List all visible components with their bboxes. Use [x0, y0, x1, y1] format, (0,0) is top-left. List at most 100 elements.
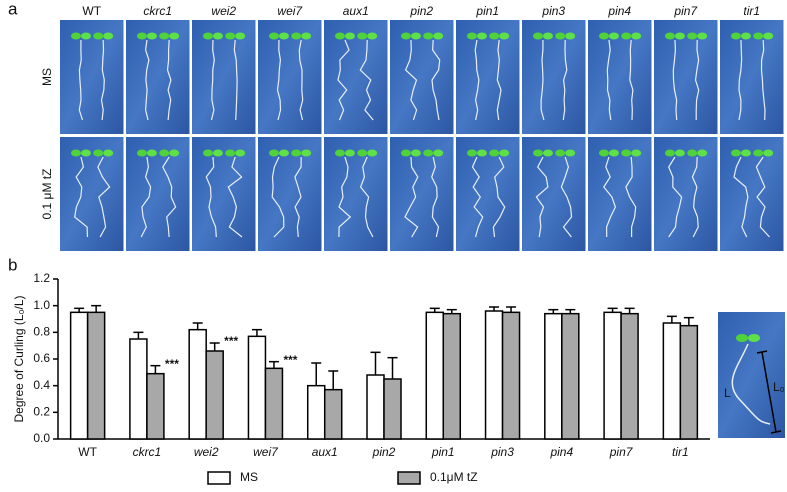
- bar: [383, 378, 402, 440]
- bar: [146, 372, 165, 440]
- cotyledon: [80, 149, 91, 157]
- column-label: WT: [82, 4, 101, 18]
- cotyledon: [278, 32, 289, 40]
- cotyledon: [103, 32, 114, 40]
- photo: [60, 137, 124, 251]
- column-label: tir1: [743, 4, 760, 18]
- cotyledon: [697, 149, 708, 157]
- cotyledon: [608, 149, 619, 157]
- bar: [501, 311, 521, 440]
- error-bar: [311, 362, 322, 386]
- cotyledon: [674, 32, 685, 40]
- y-tick-label: 1.2: [33, 271, 50, 285]
- bar: [69, 311, 89, 440]
- root: [738, 39, 743, 121]
- root: [100, 39, 105, 121]
- photo: [720, 20, 784, 134]
- root: [404, 156, 419, 238]
- bar: [544, 312, 563, 440]
- cotyledon: [466, 32, 477, 40]
- photo: [456, 137, 520, 251]
- root: [668, 156, 683, 238]
- root: [140, 156, 152, 238]
- root: [731, 343, 771, 425]
- root: [760, 39, 766, 121]
- root: [338, 156, 352, 238]
- cotyledon: [608, 32, 619, 40]
- cotyledon: [410, 32, 421, 40]
- photo-grid: WT ckrc1 wei2 wei7 aux1 pin2 pin1 pin3 pin4 pin7 t…: [40, 4, 784, 251]
- root: [271, 156, 285, 238]
- bar: [425, 311, 445, 440]
- cotyledon: [70, 32, 81, 40]
- x-tick-label: aux1: [312, 445, 338, 459]
- photo: [258, 137, 322, 251]
- photo: [522, 20, 586, 134]
- x-tick-label: pin3: [490, 445, 514, 459]
- root: [359, 156, 374, 238]
- cotyledon: [730, 149, 741, 157]
- root: [74, 156, 89, 238]
- column-label: pin3: [541, 4, 565, 18]
- root: [629, 39, 634, 121]
- bar: [561, 312, 580, 440]
- error-bar: [624, 307, 635, 314]
- cotyledon: [621, 149, 632, 157]
- bar: [603, 311, 622, 440]
- cotyledon: [334, 149, 345, 157]
- inset-label: L: [724, 386, 731, 400]
- bar: [620, 312, 639, 440]
- root: [672, 39, 678, 121]
- root: [560, 156, 573, 238]
- cotyledon: [598, 32, 609, 40]
- root: [535, 156, 549, 238]
- column-label: pin2: [409, 4, 433, 18]
- root: [471, 156, 484, 238]
- root: [166, 39, 172, 121]
- cotyledon: [664, 32, 675, 40]
- cotyledon: [103, 149, 114, 157]
- cotyledon: [499, 149, 510, 157]
- cotyledon: [136, 32, 147, 40]
- cotyledon: [532, 149, 543, 157]
- cotyledon: [674, 149, 685, 157]
- cotyledon: [169, 149, 180, 157]
- cotyledon: [753, 32, 764, 40]
- legend-label: MS: [240, 470, 258, 484]
- cotyledon: [278, 149, 289, 157]
- cotyledon: [235, 32, 246, 40]
- photo: [126, 20, 190, 134]
- cotyledon: [466, 149, 477, 157]
- root: [233, 39, 238, 121]
- measure-line: [761, 351, 777, 433]
- cotyledon: [80, 32, 91, 40]
- x-tick-label: ckrc1: [133, 445, 162, 459]
- photo: [390, 20, 454, 134]
- significance: ***: [283, 353, 297, 367]
- cotyledon: [555, 32, 566, 40]
- root: [540, 39, 545, 121]
- cotyledon: [489, 32, 500, 40]
- cotyledon: [631, 32, 642, 40]
- cotyledon: [268, 149, 279, 157]
- photo: [522, 137, 586, 251]
- photo: [324, 20, 388, 134]
- panel-label: b: [8, 255, 17, 274]
- error-bar: [251, 328, 262, 337]
- column-label: wei7: [277, 4, 303, 18]
- cotyledon: [136, 149, 147, 157]
- bar: [86, 311, 106, 440]
- cotyledon: [93, 32, 104, 40]
- significance: ***: [224, 334, 238, 348]
- cotyledon: [499, 32, 510, 40]
- panel-label: a: [8, 0, 18, 18]
- cotyledon: [565, 149, 576, 157]
- cotyledon: [621, 32, 632, 40]
- error-bar: [133, 331, 144, 339]
- cotyledon: [400, 32, 411, 40]
- cotyledon: [202, 32, 213, 40]
- column-label: wei2: [211, 4, 236, 18]
- cotyledon: [631, 149, 642, 157]
- cotyledon: [225, 149, 236, 157]
- photo: [192, 20, 256, 134]
